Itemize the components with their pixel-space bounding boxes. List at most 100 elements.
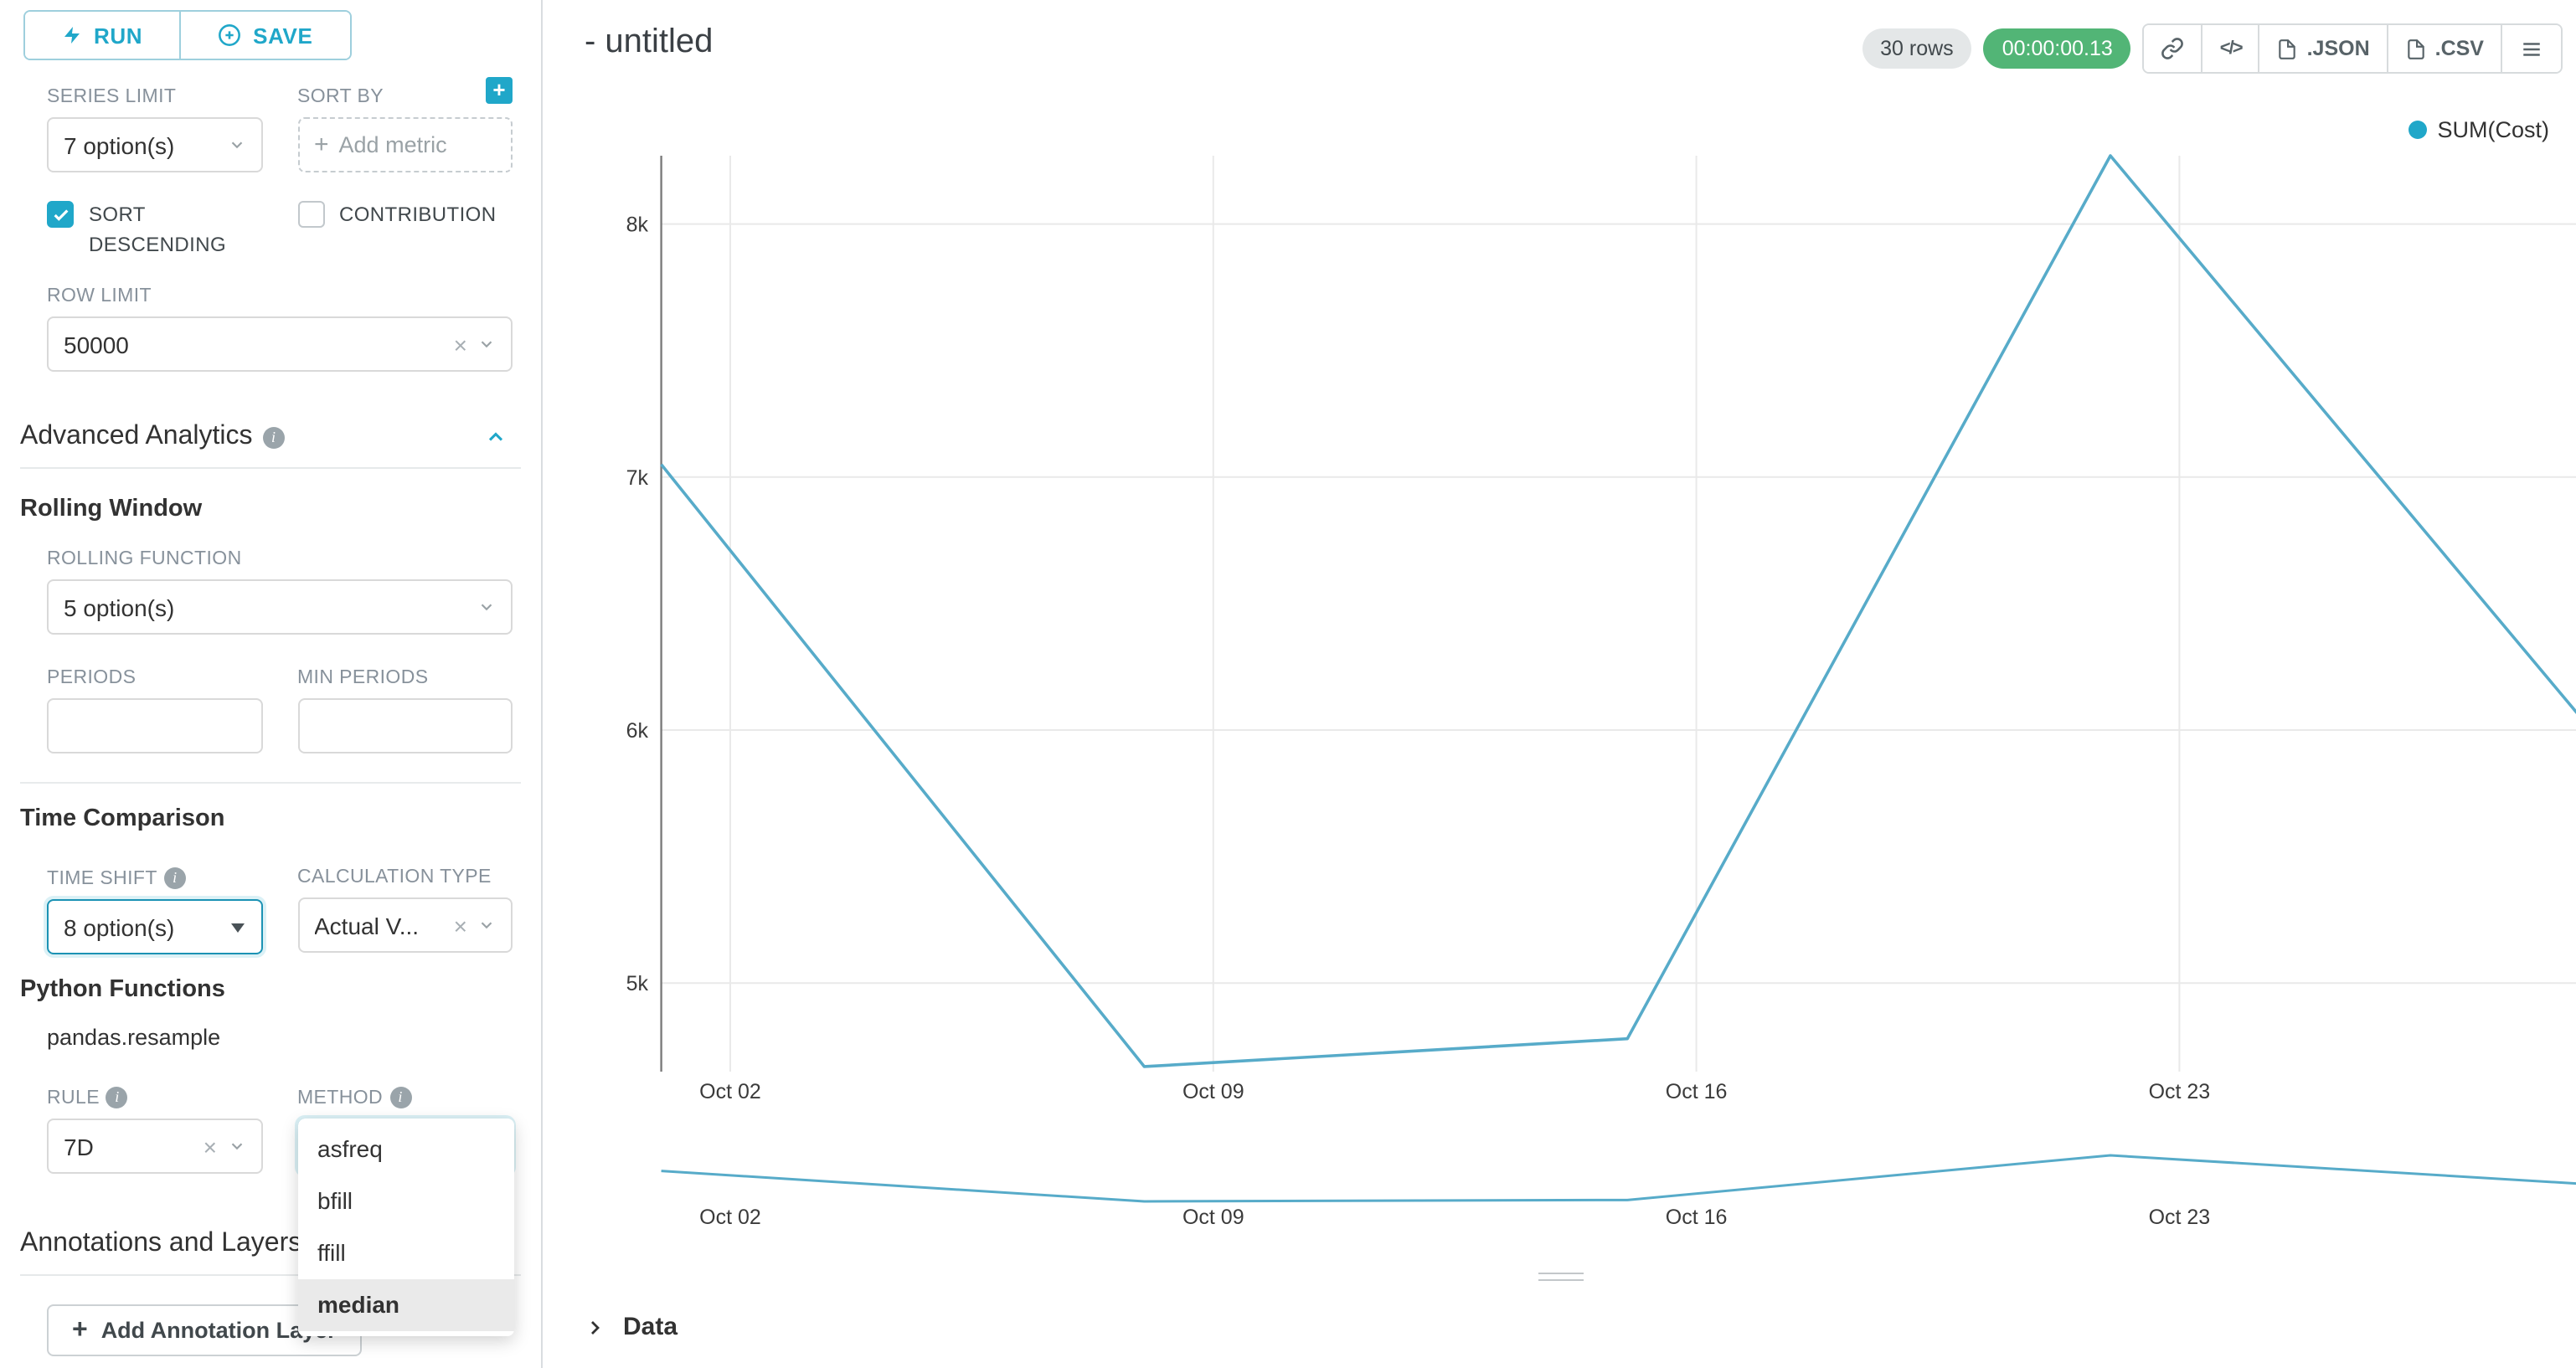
- add-metric-plus-button[interactable]: +: [486, 77, 513, 104]
- run-save-toolbar: RUN SAVE: [23, 10, 521, 60]
- legend-label: SUM(Cost): [2437, 117, 2550, 142]
- annotations-header[interactable]: Annotations and Layers: [20, 1229, 521, 1276]
- x-axis-label: Oct 02: [699, 1080, 761, 1103]
- add-annotation-label: Add Annotation Layer: [100, 1318, 337, 1343]
- series-limit-select[interactable]: 7 option(s): [47, 117, 262, 172]
- periods-label: PERIODS: [47, 668, 137, 688]
- bolt-icon: [64, 27, 80, 44]
- file-icon: [2279, 39, 2296, 59]
- row-limit-value: 50000: [64, 331, 129, 357]
- copy-link-button[interactable]: [2144, 25, 2202, 72]
- method-option-ffill[interactable]: ffill: [317, 1239, 346, 1266]
- y-axis-label: 7k: [626, 466, 649, 490]
- advanced-analytics-title: Advanced Analytics: [20, 422, 253, 450]
- rolling-window-title: Rolling Window: [20, 496, 203, 522]
- min-periods-label: MIN PERIODS: [297, 668, 429, 688]
- chevron-up-icon[interactable]: [484, 425, 507, 449]
- line-series[interactable]: [660, 154, 2576, 1068]
- sort-by-add-metric[interactable]: + Add metric: [297, 117, 513, 172]
- mini-x-axis-label: Oct 16: [1666, 1206, 1728, 1229]
- sort-descending-checkbox[interactable]: SORT DESCENDING: [47, 199, 262, 260]
- hamburger-menu-icon: [2523, 42, 2540, 55]
- mini-line-series[interactable]: [661, 1154, 2576, 1203]
- query-timer-badge: 00:00:00.13: [1983, 28, 2131, 69]
- rule-select[interactable]: 7D ×: [47, 1119, 262, 1174]
- clear-icon[interactable]: ×: [453, 912, 467, 939]
- save-button[interactable]: SAVE: [179, 12, 350, 59]
- link-icon: [2161, 38, 2184, 59]
- chart-title[interactable]: - untitled: [585, 23, 714, 60]
- chevron-down-icon: [230, 1143, 242, 1150]
- checkbox-check-icon: [47, 201, 74, 228]
- rolling-function-value: 5 option(s): [64, 594, 175, 620]
- export-csv-button[interactable]: .CSV: [2386, 25, 2501, 72]
- rule-value: 7D: [64, 1133, 94, 1160]
- series-limit-value: 7 option(s): [64, 131, 175, 158]
- min-periods-input[interactable]: [297, 698, 513, 753]
- time-shift-label: TIME SHIFT: [47, 868, 157, 888]
- menu-button[interactable]: [2501, 25, 2561, 72]
- method-option-asfreq[interactable]: asfreq: [317, 1135, 383, 1162]
- time-shift-select[interactable]: 8 option(s): [47, 899, 262, 954]
- method-option-bfill[interactable]: bfill: [317, 1187, 353, 1214]
- rolling-function-select[interactable]: 5 option(s): [47, 579, 513, 635]
- row-count-badge: 30 rows: [1862, 28, 1972, 69]
- export-toolbar: </> .JSON .CSV: [2142, 23, 2563, 74]
- annotations-title: Annotations and Layers: [20, 1229, 302, 1257]
- mini-x-axis-label: Oct 02: [699, 1206, 761, 1229]
- section-divider: [20, 782, 521, 784]
- clear-icon[interactable]: ×: [453, 331, 467, 357]
- line-chart[interactable]: 8k 7k 6k 5k Oct 02 Oct 09 Oct 16 Oct 23 Oct 02 Oc…: [544, 0, 2576, 1247]
- y-axis-label: 5k: [626, 972, 649, 995]
- chevron-down-icon: [230, 141, 242, 149]
- info-icon: i: [389, 1087, 412, 1108]
- plus-icon: +: [314, 131, 329, 159]
- contribution-checkbox[interactable]: CONTRIBUTION: [297, 199, 513, 229]
- export-csv-label: .CSV: [2434, 37, 2484, 60]
- pandas-resample-label: pandas.resample: [47, 1025, 221, 1050]
- contribution-label: CONTRIBUTION: [339, 203, 497, 226]
- time-comparison-title: Time Comparison: [20, 805, 225, 832]
- embed-code-button[interactable]: </>: [2201, 25, 2259, 72]
- chevron-right-icon: [591, 1320, 600, 1334]
- info-icon: i: [262, 426, 285, 448]
- run-button[interactable]: RUN: [25, 12, 180, 59]
- chart-panel: 8k 7k 6k 5k Oct 02 Oct 09 Oct 16 Oct 23 Oct 02 Oc…: [544, 0, 2576, 1368]
- x-axis-label: Oct 09: [1182, 1080, 1244, 1103]
- clear-icon[interactable]: ×: [203, 1133, 217, 1160]
- info-icon: i: [163, 867, 186, 889]
- calculation-type-select[interactable]: Actual V... ×: [297, 897, 513, 953]
- row-limit-select[interactable]: 50000 ×: [47, 316, 513, 372]
- resize-handle[interactable]: [1538, 1268, 1583, 1286]
- control-panel: RUN SAVE SERIES LIMIT 7 option(s) SORT B…: [0, 0, 543, 1368]
- export-json-label: .JSON: [2306, 37, 2370, 60]
- data-panel-label: Data: [623, 1313, 678, 1341]
- series-limit-label: SERIES LIMIT: [47, 87, 177, 107]
- data-panel-toggle[interactable]: Data: [585, 1313, 677, 1341]
- chevron-down-icon: [481, 604, 492, 611]
- x-axis-label: Oct 16: [1666, 1080, 1728, 1103]
- y-axis-label: 8k: [626, 213, 649, 237]
- python-functions-title: Python Functions: [20, 976, 225, 1003]
- file-icon: [2407, 39, 2424, 59]
- run-button-label: RUN: [94, 23, 143, 48]
- row-limit-label: ROW LIMIT: [47, 286, 152, 306]
- legend[interactable]: SUM(Cost): [2409, 117, 2550, 142]
- chevron-down-icon: [481, 922, 492, 929]
- method-dropdown: asfreq bfill ffill median: [297, 1119, 513, 1336]
- legend-dot-icon: [2409, 121, 2428, 139]
- method-label: METHOD: [297, 1088, 384, 1108]
- rule-label: RULE: [47, 1088, 100, 1108]
- chevron-down-icon: [481, 341, 492, 348]
- sort-by-label: SORT BY: [297, 87, 384, 107]
- info-icon: i: [106, 1087, 128, 1108]
- mini-x-axis-label: Oct 09: [1182, 1206, 1244, 1229]
- caret-down-icon: [230, 923, 244, 932]
- time-shift-value: 8 option(s): [64, 913, 175, 940]
- export-json-button[interactable]: .JSON: [2258, 25, 2387, 72]
- periods-input[interactable]: [47, 698, 262, 753]
- chart-header: - untitled 30 rows 00:00:00.13 </> .JSON: [544, 0, 2576, 94]
- advanced-analytics-header[interactable]: Advanced Analytics i: [20, 422, 521, 469]
- method-option-median[interactable]: median: [297, 1279, 513, 1331]
